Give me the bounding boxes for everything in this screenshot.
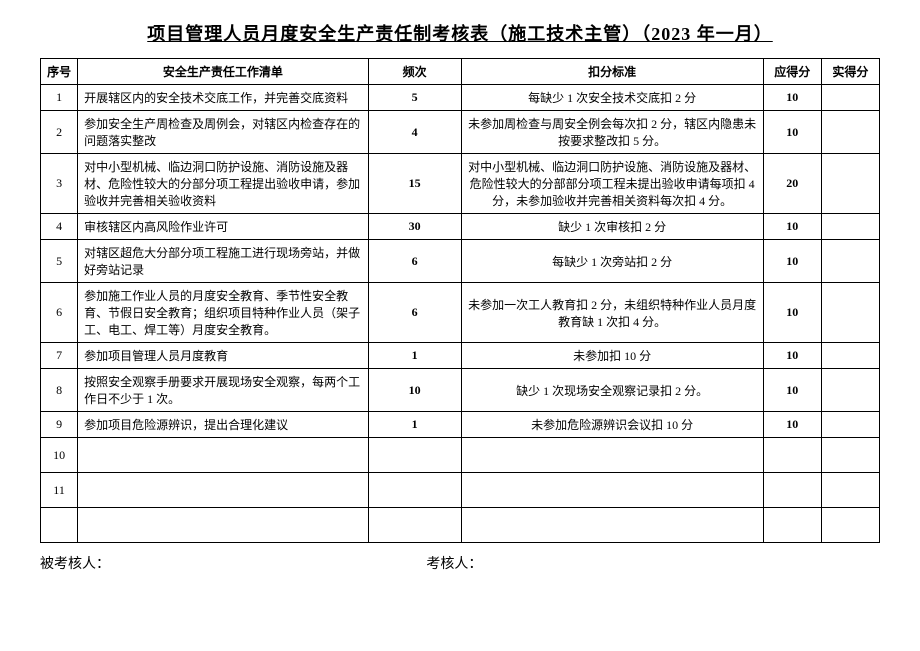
cell-task: 对中小型机械、临边洞口防护设施、消防设施及器材、危险性较大的分部分项工程提出验收… bbox=[78, 154, 369, 214]
cell-actual bbox=[821, 473, 879, 508]
cell-seq: 6 bbox=[41, 283, 78, 343]
header-freq: 频次 bbox=[368, 59, 461, 85]
cell-criteria: 未参加危险源辨识会议扣 10 分 bbox=[461, 412, 763, 438]
cell-task: 对辖区超危大分部分项工程施工进行现场旁站，并做好旁站记录 bbox=[78, 240, 369, 283]
cell-seq: 1 bbox=[41, 85, 78, 111]
table-row: 10 bbox=[41, 438, 880, 473]
cell-criteria: 未参加扣 10 分 bbox=[461, 343, 763, 369]
cell-criteria: 对中小型机械、临边洞口防护设施、消防设施及器材、危险性较大的分部部分项工程未提出… bbox=[461, 154, 763, 214]
cell-seq: 4 bbox=[41, 214, 78, 240]
table-row: 9参加项目危险源辨识，提出合理化建议1未参加危险源辨识会议扣 10 分10 bbox=[41, 412, 880, 438]
cell-should: 10 bbox=[763, 214, 821, 240]
cell-task bbox=[78, 508, 369, 543]
table-row: 3对中小型机械、临边洞口防护设施、消防设施及器材、危险性较大的分部分项工程提出验… bbox=[41, 154, 880, 214]
cell-freq: 6 bbox=[368, 283, 461, 343]
cell-seq: 7 bbox=[41, 343, 78, 369]
cell-seq: 9 bbox=[41, 412, 78, 438]
table-row: 11 bbox=[41, 473, 880, 508]
cell-task: 参加安全生产周检查及周例会，对辖区内检查存在的问题落实整改 bbox=[78, 111, 369, 154]
table-row: 1开展辖区内的安全技术交底工作，并完善交底资料5每缺少 1 次安全技术交底扣 2… bbox=[41, 85, 880, 111]
cell-freq: 1 bbox=[368, 412, 461, 438]
cell-actual bbox=[821, 283, 879, 343]
cell-actual bbox=[821, 343, 879, 369]
cell-freq: 15 bbox=[368, 154, 461, 214]
cell-should bbox=[763, 508, 821, 543]
cell-criteria bbox=[461, 473, 763, 508]
header-criteria: 扣分标准 bbox=[461, 59, 763, 85]
table-row: 7参加项目管理人员月度教育1未参加扣 10 分10 bbox=[41, 343, 880, 369]
cell-seq: 10 bbox=[41, 438, 78, 473]
cell-task: 参加项目危险源辨识，提出合理化建议 bbox=[78, 412, 369, 438]
cell-criteria: 每缺少 1 次旁站扣 2 分 bbox=[461, 240, 763, 283]
cell-freq bbox=[368, 508, 461, 543]
cell-should: 10 bbox=[763, 111, 821, 154]
cell-should: 10 bbox=[763, 343, 821, 369]
cell-task bbox=[78, 473, 369, 508]
cell-actual bbox=[821, 85, 879, 111]
cell-should: 10 bbox=[763, 240, 821, 283]
cell-criteria: 未参加周检查与周安全例会每次扣 2 分，辖区内隐患未按要求整改扣 5 分。 bbox=[461, 111, 763, 154]
cell-should: 10 bbox=[763, 412, 821, 438]
header-seq: 序号 bbox=[41, 59, 78, 85]
cell-actual bbox=[821, 369, 879, 412]
cell-should bbox=[763, 473, 821, 508]
cell-seq bbox=[41, 508, 78, 543]
cell-freq bbox=[368, 473, 461, 508]
cell-seq: 2 bbox=[41, 111, 78, 154]
cell-task: 开展辖区内的安全技术交底工作，并完善交底资料 bbox=[78, 85, 369, 111]
table-row: 5对辖区超危大分部分项工程施工进行现场旁站，并做好旁站记录6每缺少 1 次旁站扣… bbox=[41, 240, 880, 283]
cell-seq: 8 bbox=[41, 369, 78, 412]
cell-freq: 30 bbox=[368, 214, 461, 240]
cell-actual bbox=[821, 154, 879, 214]
cell-actual bbox=[821, 111, 879, 154]
cell-criteria bbox=[461, 438, 763, 473]
assessment-table: 序号 安全生产责任工作清单 频次 扣分标准 应得分 实得分 1开展辖区内的安全技… bbox=[40, 58, 880, 543]
cell-task: 参加项目管理人员月度教育 bbox=[78, 343, 369, 369]
assessor-label: 考核人： bbox=[426, 553, 880, 573]
cell-should: 10 bbox=[763, 283, 821, 343]
table-row: 6参加施工作业人员的月度安全教育、季节性安全教育、节假日安全教育；组织项目特种作… bbox=[41, 283, 880, 343]
cell-should bbox=[763, 438, 821, 473]
cell-seq: 5 bbox=[41, 240, 78, 283]
cell-task bbox=[78, 438, 369, 473]
cell-actual bbox=[821, 214, 879, 240]
cell-seq: 3 bbox=[41, 154, 78, 214]
table-row: 8按照安全观察手册要求开展现场安全观察，每两个工作日不少于 1 次。10缺少 1… bbox=[41, 369, 880, 412]
table-header-row: 序号 安全生产责任工作清单 频次 扣分标准 应得分 实得分 bbox=[41, 59, 880, 85]
cell-seq: 11 bbox=[41, 473, 78, 508]
cell-actual bbox=[821, 438, 879, 473]
assessee-label: 被考核人： bbox=[40, 553, 426, 573]
cell-freq: 1 bbox=[368, 343, 461, 369]
footer: 被考核人： 考核人： bbox=[40, 553, 880, 573]
cell-freq: 6 bbox=[368, 240, 461, 283]
cell-task: 参加施工作业人员的月度安全教育、季节性安全教育、节假日安全教育；组织项目特种作业… bbox=[78, 283, 369, 343]
cell-freq bbox=[368, 438, 461, 473]
cell-freq: 10 bbox=[368, 369, 461, 412]
cell-freq: 4 bbox=[368, 111, 461, 154]
cell-criteria bbox=[461, 508, 763, 543]
header-task: 安全生产责任工作清单 bbox=[78, 59, 369, 85]
cell-should: 20 bbox=[763, 154, 821, 214]
header-actual: 实得分 bbox=[821, 59, 879, 85]
table-row: 4审核辖区内高风险作业许可30缺少 1 次审核扣 2 分10 bbox=[41, 214, 880, 240]
cell-actual bbox=[821, 240, 879, 283]
header-should: 应得分 bbox=[763, 59, 821, 85]
cell-should: 10 bbox=[763, 85, 821, 111]
cell-criteria: 缺少 1 次审核扣 2 分 bbox=[461, 214, 763, 240]
document-title: 项目管理人员月度安全生产责任制考核表（施工技术主管）（2023 年一月） bbox=[40, 20, 880, 46]
table-row bbox=[41, 508, 880, 543]
cell-task: 按照安全观察手册要求开展现场安全观察，每两个工作日不少于 1 次。 bbox=[78, 369, 369, 412]
cell-criteria: 缺少 1 次现场安全观察记录扣 2 分。 bbox=[461, 369, 763, 412]
cell-criteria: 未参加一次工人教育扣 2 分，未组织特种作业人员月度教育缺 1 次扣 4 分。 bbox=[461, 283, 763, 343]
cell-task: 审核辖区内高风险作业许可 bbox=[78, 214, 369, 240]
cell-should: 10 bbox=[763, 369, 821, 412]
cell-freq: 5 bbox=[368, 85, 461, 111]
cell-actual bbox=[821, 412, 879, 438]
cell-criteria: 每缺少 1 次安全技术交底扣 2 分 bbox=[461, 85, 763, 111]
table-row: 2参加安全生产周检查及周例会，对辖区内检查存在的问题落实整改4未参加周检查与周安… bbox=[41, 111, 880, 154]
cell-actual bbox=[821, 508, 879, 543]
